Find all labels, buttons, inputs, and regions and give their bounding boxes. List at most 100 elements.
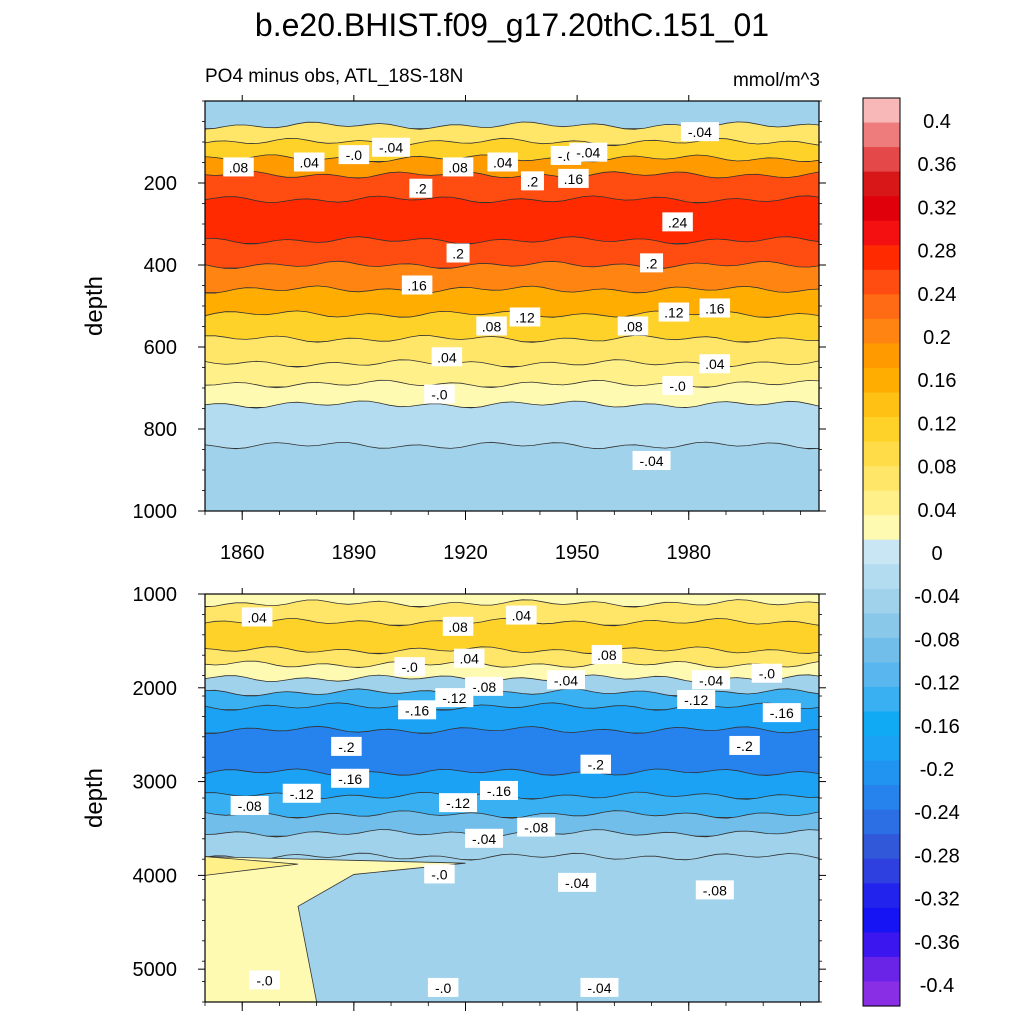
colorbar-swatch <box>863 122 900 148</box>
upper-ytick-label: 200 <box>144 173 177 195</box>
upper-ytick-label: 600 <box>144 337 177 359</box>
lower-ytick-label: 4000 <box>133 865 178 887</box>
contour-label: -.16 <box>398 700 437 720</box>
lower-ytick-label: 2000 <box>133 678 178 700</box>
svg-text:-.08: -.08 <box>524 820 548 836</box>
xtick-label: 1860 <box>220 542 265 564</box>
colorbar-swatch <box>863 858 900 884</box>
contour-label: -.16 <box>331 768 370 788</box>
contour-label: .16 <box>558 168 589 188</box>
colorbar-label: -0.4 <box>920 975 954 997</box>
svg-text:-.16: -.16 <box>405 702 429 718</box>
svg-text:-.0: -.0 <box>669 378 686 394</box>
upper-ytick-label: 800 <box>144 419 177 441</box>
colorbar-swatch <box>863 466 900 492</box>
svg-text:-.0: -.0 <box>759 666 776 682</box>
xtick-label: 1950 <box>555 542 600 564</box>
contour-label: -.0 <box>662 375 693 395</box>
colorbar-swatch <box>863 711 900 737</box>
svg-text:-.04: -.04 <box>587 980 611 996</box>
contour-label: -.04 <box>558 872 597 892</box>
svg-text:.16: .16 <box>705 300 725 316</box>
colorbar-swatch <box>863 147 900 173</box>
colorbar-label: -0.08 <box>914 629 960 651</box>
colorbar-label: -0.36 <box>914 932 960 954</box>
svg-text:.16: .16 <box>407 278 427 294</box>
colorbar-swatch <box>863 245 900 271</box>
colorbar-label: -0.28 <box>914 845 960 867</box>
contour-label: -.12 <box>677 689 716 709</box>
svg-text:-.04: -.04 <box>688 124 712 140</box>
lower-contour-band <box>205 646 819 668</box>
upper-contour-band <box>205 195 819 244</box>
svg-text:-.12: -.12 <box>290 786 314 802</box>
contour-label: -.08 <box>465 676 504 696</box>
svg-text:-.04: -.04 <box>699 672 723 688</box>
colorbar-swatch <box>863 441 900 467</box>
svg-text:.08: .08 <box>597 647 617 663</box>
colorbar-label: -0.24 <box>914 802 960 824</box>
contour-label: -.08 <box>230 795 269 815</box>
svg-text:.04: .04 <box>493 155 513 171</box>
svg-text:.2: .2 <box>452 246 464 262</box>
colorbar-swatch <box>863 785 900 811</box>
contour-label: -.2 <box>580 754 611 774</box>
contour-label: .16 <box>699 298 731 318</box>
xtick-label: 1920 <box>443 542 488 564</box>
contour-label: .12 <box>658 302 690 322</box>
contour-label: .08 <box>591 644 623 664</box>
svg-text:.04: .04 <box>247 609 267 625</box>
upper-contour-band <box>205 121 819 146</box>
contour-label: .08 <box>223 157 254 177</box>
contour-label: -.2 <box>729 735 760 755</box>
contour-label: .2 <box>520 171 544 191</box>
svg-text:.16: .16 <box>564 171 584 187</box>
colorbar-swatch <box>863 981 900 1007</box>
contour-label: .04 <box>453 648 485 668</box>
svg-text:.2: .2 <box>415 181 427 197</box>
upper-contour-band <box>205 400 819 449</box>
colorbar-label: -0.32 <box>914 889 960 911</box>
contour-label: -.0 <box>751 663 783 683</box>
contour-label: .12 <box>509 307 541 327</box>
colorbar-swatch <box>863 907 900 933</box>
svg-text:.04: .04 <box>299 155 319 171</box>
svg-text:.08: .08 <box>623 319 643 335</box>
svg-text:.08: .08 <box>448 619 468 635</box>
colorbar-label: 0.16 <box>918 370 957 392</box>
colorbar-swatch <box>863 760 900 786</box>
contour-label: .04 <box>506 605 537 625</box>
colorbar-swatch <box>863 417 900 443</box>
svg-text:.04: .04 <box>705 356 725 372</box>
colorbar-label: 0.28 <box>918 241 957 263</box>
contour-label: -.16 <box>479 780 518 800</box>
svg-text:-.0: -.0 <box>346 147 363 163</box>
colorbar-swatch <box>863 98 900 124</box>
contour-label: -.04 <box>372 137 411 157</box>
svg-text:-.04: -.04 <box>554 672 578 688</box>
svg-text:.2: .2 <box>646 255 658 271</box>
lower-contour-band <box>205 725 819 776</box>
colorbar-swatch <box>863 367 900 394</box>
colorbar-swatch <box>863 686 900 713</box>
svg-text:.12: .12 <box>664 305 684 321</box>
contour-label: -.0 <box>338 145 370 165</box>
contour-label: -.12 <box>282 783 321 803</box>
contour-label: -.12 <box>435 688 474 708</box>
svg-text:-.0: -.0 <box>435 980 452 996</box>
svg-text:.24: .24 <box>668 214 688 230</box>
contour-label: -.04 <box>465 828 504 848</box>
contour-label: -.0 <box>394 657 425 677</box>
contour-label: .2 <box>446 243 470 263</box>
upper-ytick-label: 1000 <box>133 501 178 523</box>
contour-label: -.0 <box>427 977 459 997</box>
colorbar-swatch <box>863 588 900 614</box>
svg-text:-.08: -.08 <box>703 882 727 898</box>
lower-ytick-label: 5000 <box>133 959 178 981</box>
svg-text:-.04: -.04 <box>639 453 663 469</box>
colorbar-label: 0.36 <box>918 154 957 176</box>
colorbar-label: 0.2 <box>923 327 951 349</box>
colorbar-swatch <box>863 613 900 639</box>
colorbar-swatch <box>863 515 900 541</box>
